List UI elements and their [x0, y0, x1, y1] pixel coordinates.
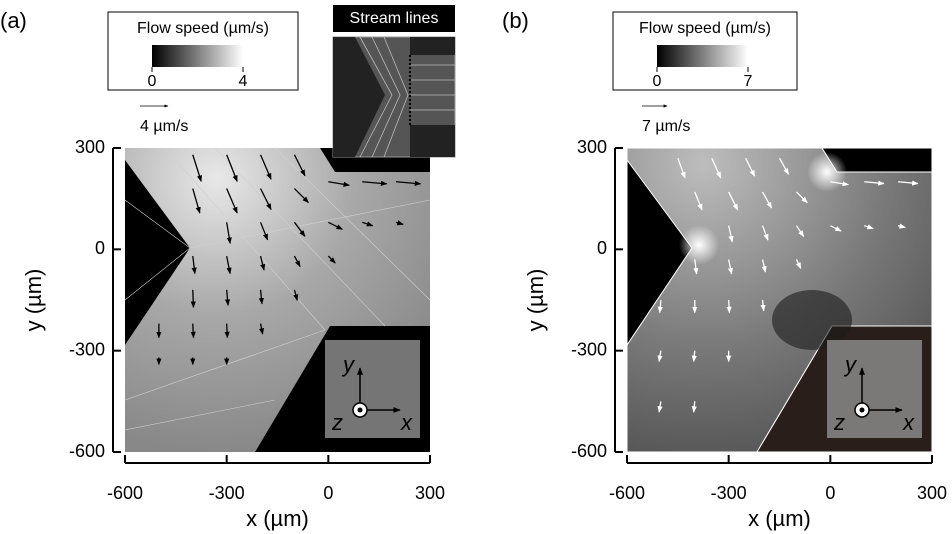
y-tick-label: -300: [571, 339, 607, 359]
y-tick-label: -300: [69, 339, 105, 359]
velocity-arrow: [729, 300, 730, 313]
y-tick-label: -600: [69, 441, 105, 461]
colorbar-tick-label: 0: [653, 73, 662, 90]
frame-z-dot: [358, 408, 363, 413]
x-tick-label: -300: [209, 483, 245, 503]
glow: [679, 225, 719, 265]
velocity-arrow: [193, 290, 194, 308]
x-tick-label: -600: [609, 483, 645, 503]
colorbar-title: Flow speed (µm/s): [639, 20, 771, 37]
x-tick-label: -300: [711, 483, 747, 503]
panel-b: y x z: [627, 148, 932, 452]
x-tick-label: 0: [323, 483, 333, 503]
scale-label: 4 µm/s: [140, 118, 188, 135]
colorbar-title: Flow speed (µm/s): [137, 20, 269, 37]
y-axis-label: y (µm): [523, 269, 548, 332]
inset-title: Stream lines: [350, 10, 439, 27]
velocity-arrow: [227, 324, 228, 338]
figure: y x z y x z Stream lines -600 -300 0 300 -600 -30…: [0, 0, 952, 534]
frame-x: x: [400, 410, 413, 435]
panel-label: (a): [0, 8, 27, 33]
velocity-arrow: [193, 324, 194, 338]
glow: [807, 152, 847, 192]
colorbar: [657, 45, 748, 67]
x-tick-label: 0: [825, 483, 835, 503]
frame-z: z: [833, 410, 845, 435]
y-tick-label: -600: [571, 441, 607, 461]
frame-x: x: [902, 410, 915, 435]
colorbar-tick-label: 0: [148, 73, 157, 90]
y-tick-label: 0: [597, 238, 607, 258]
frame-y: y: [843, 352, 858, 377]
frame-y: y: [341, 352, 356, 377]
y-tick-label: 0: [95, 238, 105, 258]
colorbar: [152, 45, 243, 67]
x-axis-label: x (µm): [748, 506, 811, 531]
x-tick-label: -600: [107, 483, 143, 503]
x-tick-label: 300: [917, 483, 947, 503]
x-axis-label: x (µm): [246, 506, 309, 531]
y-tick-label: 300: [75, 137, 105, 157]
colorbar-tick-label: 4: [239, 73, 248, 90]
streamline-inset: Stream lines: [333, 5, 455, 157]
y-axis-label: y (µm): [21, 269, 46, 332]
y-tick-label: 300: [577, 137, 607, 157]
x-tick-label: 300: [415, 483, 445, 503]
frame-z-dot: [860, 408, 865, 413]
frame-z: z: [331, 410, 343, 435]
colorbar-tick-label: 7: [744, 73, 753, 90]
panel-label: (b): [502, 8, 529, 33]
scale-label: 7 µm/s: [642, 118, 690, 135]
panel-a: y x z: [125, 148, 430, 452]
